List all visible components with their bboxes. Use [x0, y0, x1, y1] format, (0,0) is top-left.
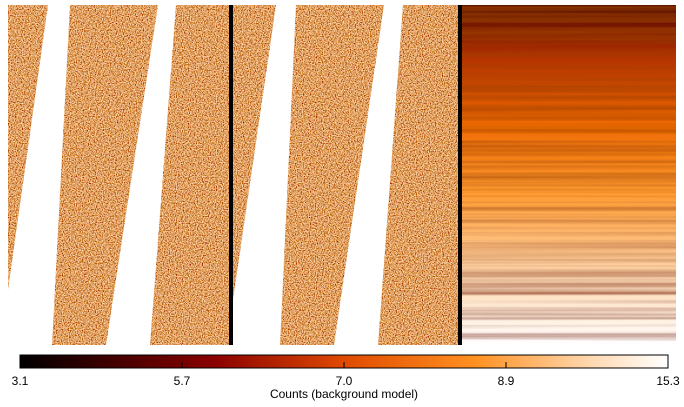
- colorbar-tick-label: 15.3: [656, 374, 680, 388]
- panel-right: [462, 5, 676, 345]
- colorbar-tick-label: 3.1: [12, 374, 29, 388]
- panel-divider: [229, 5, 233, 345]
- colorbar-label: Counts (background model): [270, 387, 418, 401]
- colorbar-tick-label: 8.9: [498, 374, 515, 388]
- panel-middle: [233, 5, 458, 345]
- colorbar-tick-label: 7.0: [336, 374, 353, 388]
- panel-left: [8, 5, 230, 345]
- panel-divider: [458, 5, 462, 345]
- colorbar: Counts (background model) 3.1 5.7 7.0 8.9 15…: [12, 354, 680, 401]
- colorbar-tick-label: 5.7: [174, 374, 191, 388]
